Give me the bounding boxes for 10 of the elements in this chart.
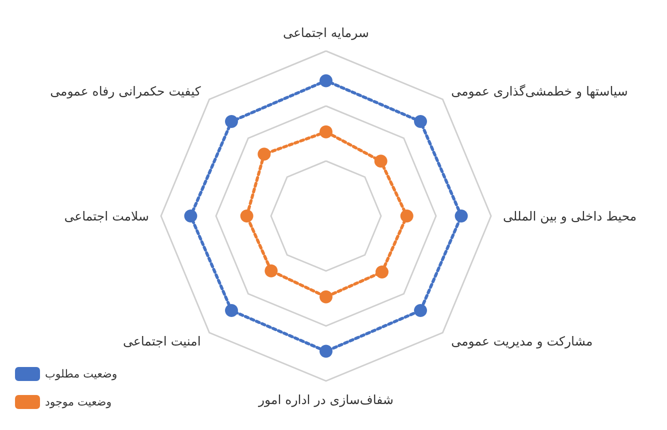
spoke-label: امنیت اجتماعی: [122, 334, 201, 349]
spoke-label: سیاستها و خطمشی‌گذاری عمومی: [451, 83, 628, 100]
spoke-label: کیفیت حکمرانی رفاه عمومی: [50, 83, 201, 100]
spoke-label: شفاف‌سازی در اداره امور: [258, 392, 394, 408]
legend-label: وضعیت موجود: [45, 396, 112, 408]
spoke-label: سرمایه اجتماعی: [283, 25, 369, 41]
spoke-label: مشارکت و مدیریت عمومی: [451, 334, 593, 350]
spoke-label: محیط داخلی و بین المللی: [503, 208, 637, 224]
legend-label: وضعیت مطلوب: [45, 368, 118, 380]
spoke-label: سلامت اجتماعی: [64, 208, 149, 224]
